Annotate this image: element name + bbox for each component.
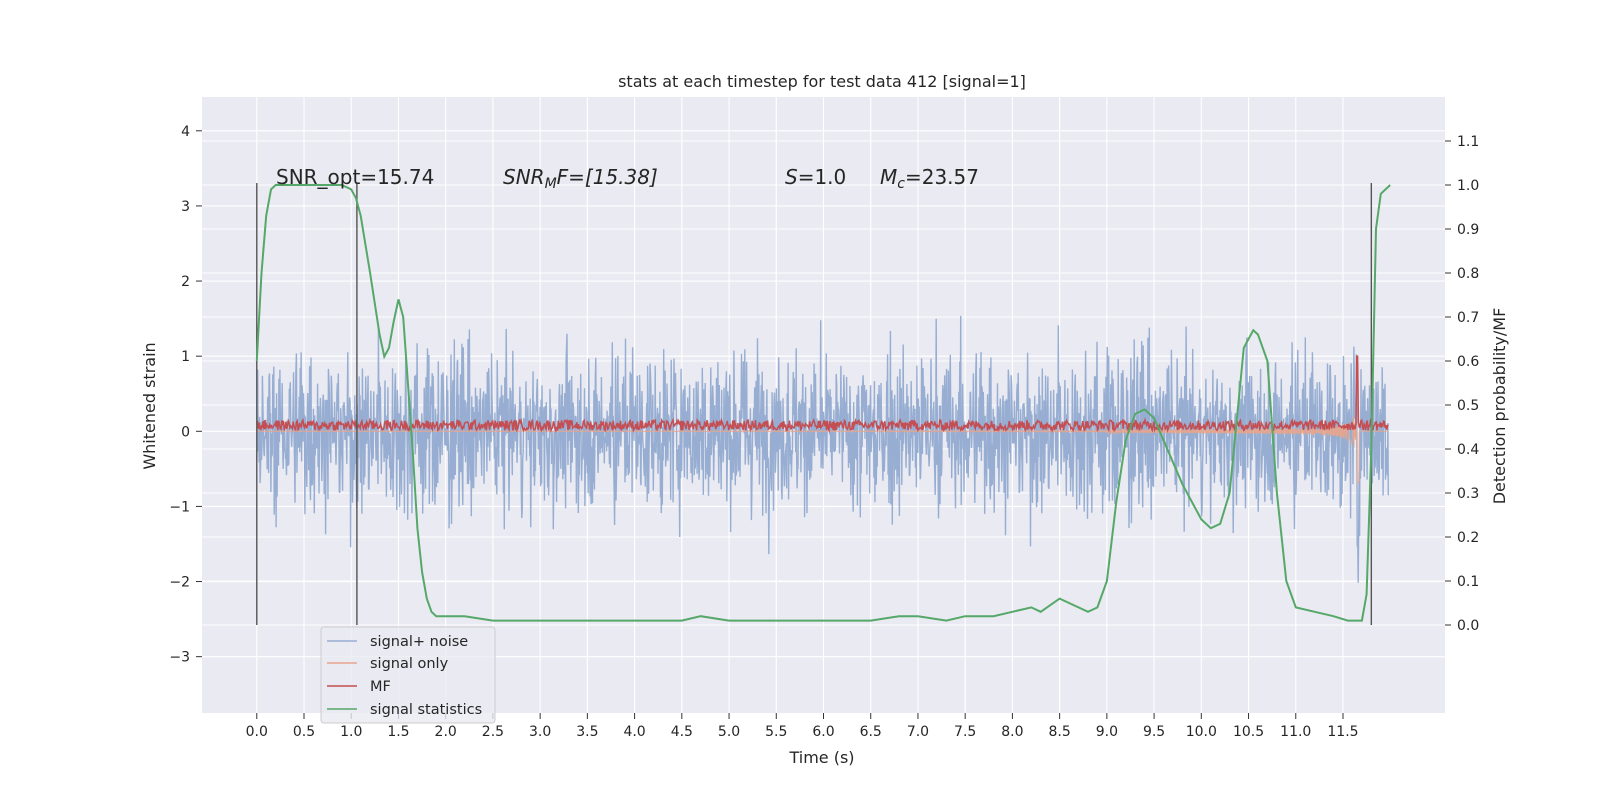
x-tick-label: 9.0 xyxy=(1096,724,1118,740)
signal-only-line xyxy=(256,399,1389,485)
legend-label-signal-noise: signal+ noise xyxy=(370,634,468,650)
y-tick-label: 2 xyxy=(181,274,190,290)
x-tick-label: 11.5 xyxy=(1327,724,1358,740)
x-tick-label: 4.5 xyxy=(671,724,693,740)
x-tick-label: 2.0 xyxy=(435,724,457,740)
y-right-tick-label: 0.0 xyxy=(1457,618,1479,634)
signal-noise-line xyxy=(256,315,1389,583)
y-right-tick-label: 0.9 xyxy=(1457,222,1479,238)
y-right-tick-label: 0.2 xyxy=(1457,530,1479,546)
y-tick-label: −3 xyxy=(169,650,190,666)
legend-label-mf: MF xyxy=(370,679,391,695)
x-tick-label: 10.0 xyxy=(1186,724,1217,740)
x-tick-label: 6.5 xyxy=(860,724,882,740)
legend-label-signal-only: signal only xyxy=(370,656,449,672)
signal-statistics-series xyxy=(255,184,1391,622)
signal-noise-series xyxy=(256,315,1389,583)
y-tick-label: −1 xyxy=(169,499,190,515)
y-tick-label: 3 xyxy=(181,199,190,215)
y-right-tick-label: 0.5 xyxy=(1457,398,1479,414)
x-tick-label: 3.5 xyxy=(576,724,598,740)
y-axis-right-label: Detection probability/MF xyxy=(1490,308,1509,505)
y-tick-label: −2 xyxy=(169,575,190,591)
x-tick-label: 7.0 xyxy=(907,724,929,740)
x-tick-label: 1.5 xyxy=(387,724,409,740)
mf-line xyxy=(256,355,1389,434)
x-axis-label: Time (s) xyxy=(788,748,854,767)
y-tick-label: 0 xyxy=(181,424,190,440)
x-tick-label: 11.0 xyxy=(1280,724,1311,740)
x-tick-label: 0.5 xyxy=(293,724,315,740)
chart-title: stats at each timestep for test data 412… xyxy=(618,72,1026,91)
annotations: SNR_opt=15.74 SNRMF=[15.38] S=1.0 Mc=23.… xyxy=(276,165,979,192)
y-tick-label: 1 xyxy=(181,349,190,365)
y-right-tick-label: 0.4 xyxy=(1457,442,1479,458)
y-axis-label: Whitened strain xyxy=(140,342,159,469)
x-tick-label: 2.5 xyxy=(482,724,504,740)
x-tick-label: 5.0 xyxy=(718,724,740,740)
annotation-snr-opt: SNR_opt=15.74 xyxy=(276,165,434,189)
x-tick-label: 1.0 xyxy=(340,724,362,740)
y-tick-label: 4 xyxy=(181,124,190,140)
x-tick-label: 8.5 xyxy=(1048,724,1070,740)
x-tick-label: 8.0 xyxy=(1001,724,1023,740)
signal-only-series xyxy=(256,399,1389,485)
x-tick-label: 5.5 xyxy=(765,724,787,740)
tick-labels: 0.0 0.5 1.0 1.5 2.0 2.5 3.0 3.5 4.0 4.5 5.0 5.5 6.0 6… xyxy=(169,124,1479,740)
annotation-mc: Mc=23.57 xyxy=(880,165,979,192)
y-right-tick-label: 0.8 xyxy=(1457,266,1479,282)
y-right-tick-label: 0.7 xyxy=(1457,310,1479,326)
y-right-tick-label: 0.6 xyxy=(1457,354,1479,370)
x-tick-label: 3.0 xyxy=(529,724,551,740)
y-right-tick-label: 1.0 xyxy=(1457,178,1479,194)
annotation-snr-mf: SNRMF=[15.38] xyxy=(503,165,658,192)
x-tick-label: 0.0 xyxy=(246,724,268,740)
mf-series xyxy=(256,355,1389,434)
y-right-tick-label: 1.1 xyxy=(1457,134,1479,150)
annotation-s: S=1.0 xyxy=(785,165,846,189)
x-tick-label: 9.5 xyxy=(1143,724,1165,740)
x-tick-label: 6.0 xyxy=(812,724,834,740)
legend-box xyxy=(320,626,496,724)
y-right-tick-label: 0.3 xyxy=(1457,486,1479,502)
legend-label-signal-statistics: signal statistics xyxy=(370,702,482,718)
x-tick-label: 10.5 xyxy=(1233,724,1264,740)
legend: signal+ noise signal only MF signal stat… xyxy=(320,626,496,724)
signal-statistics-line xyxy=(255,184,1391,622)
y-right-tick-label: 0.1 xyxy=(1457,574,1479,590)
x-tick-label: 4.0 xyxy=(623,724,645,740)
x-tick-label: 7.5 xyxy=(954,724,976,740)
